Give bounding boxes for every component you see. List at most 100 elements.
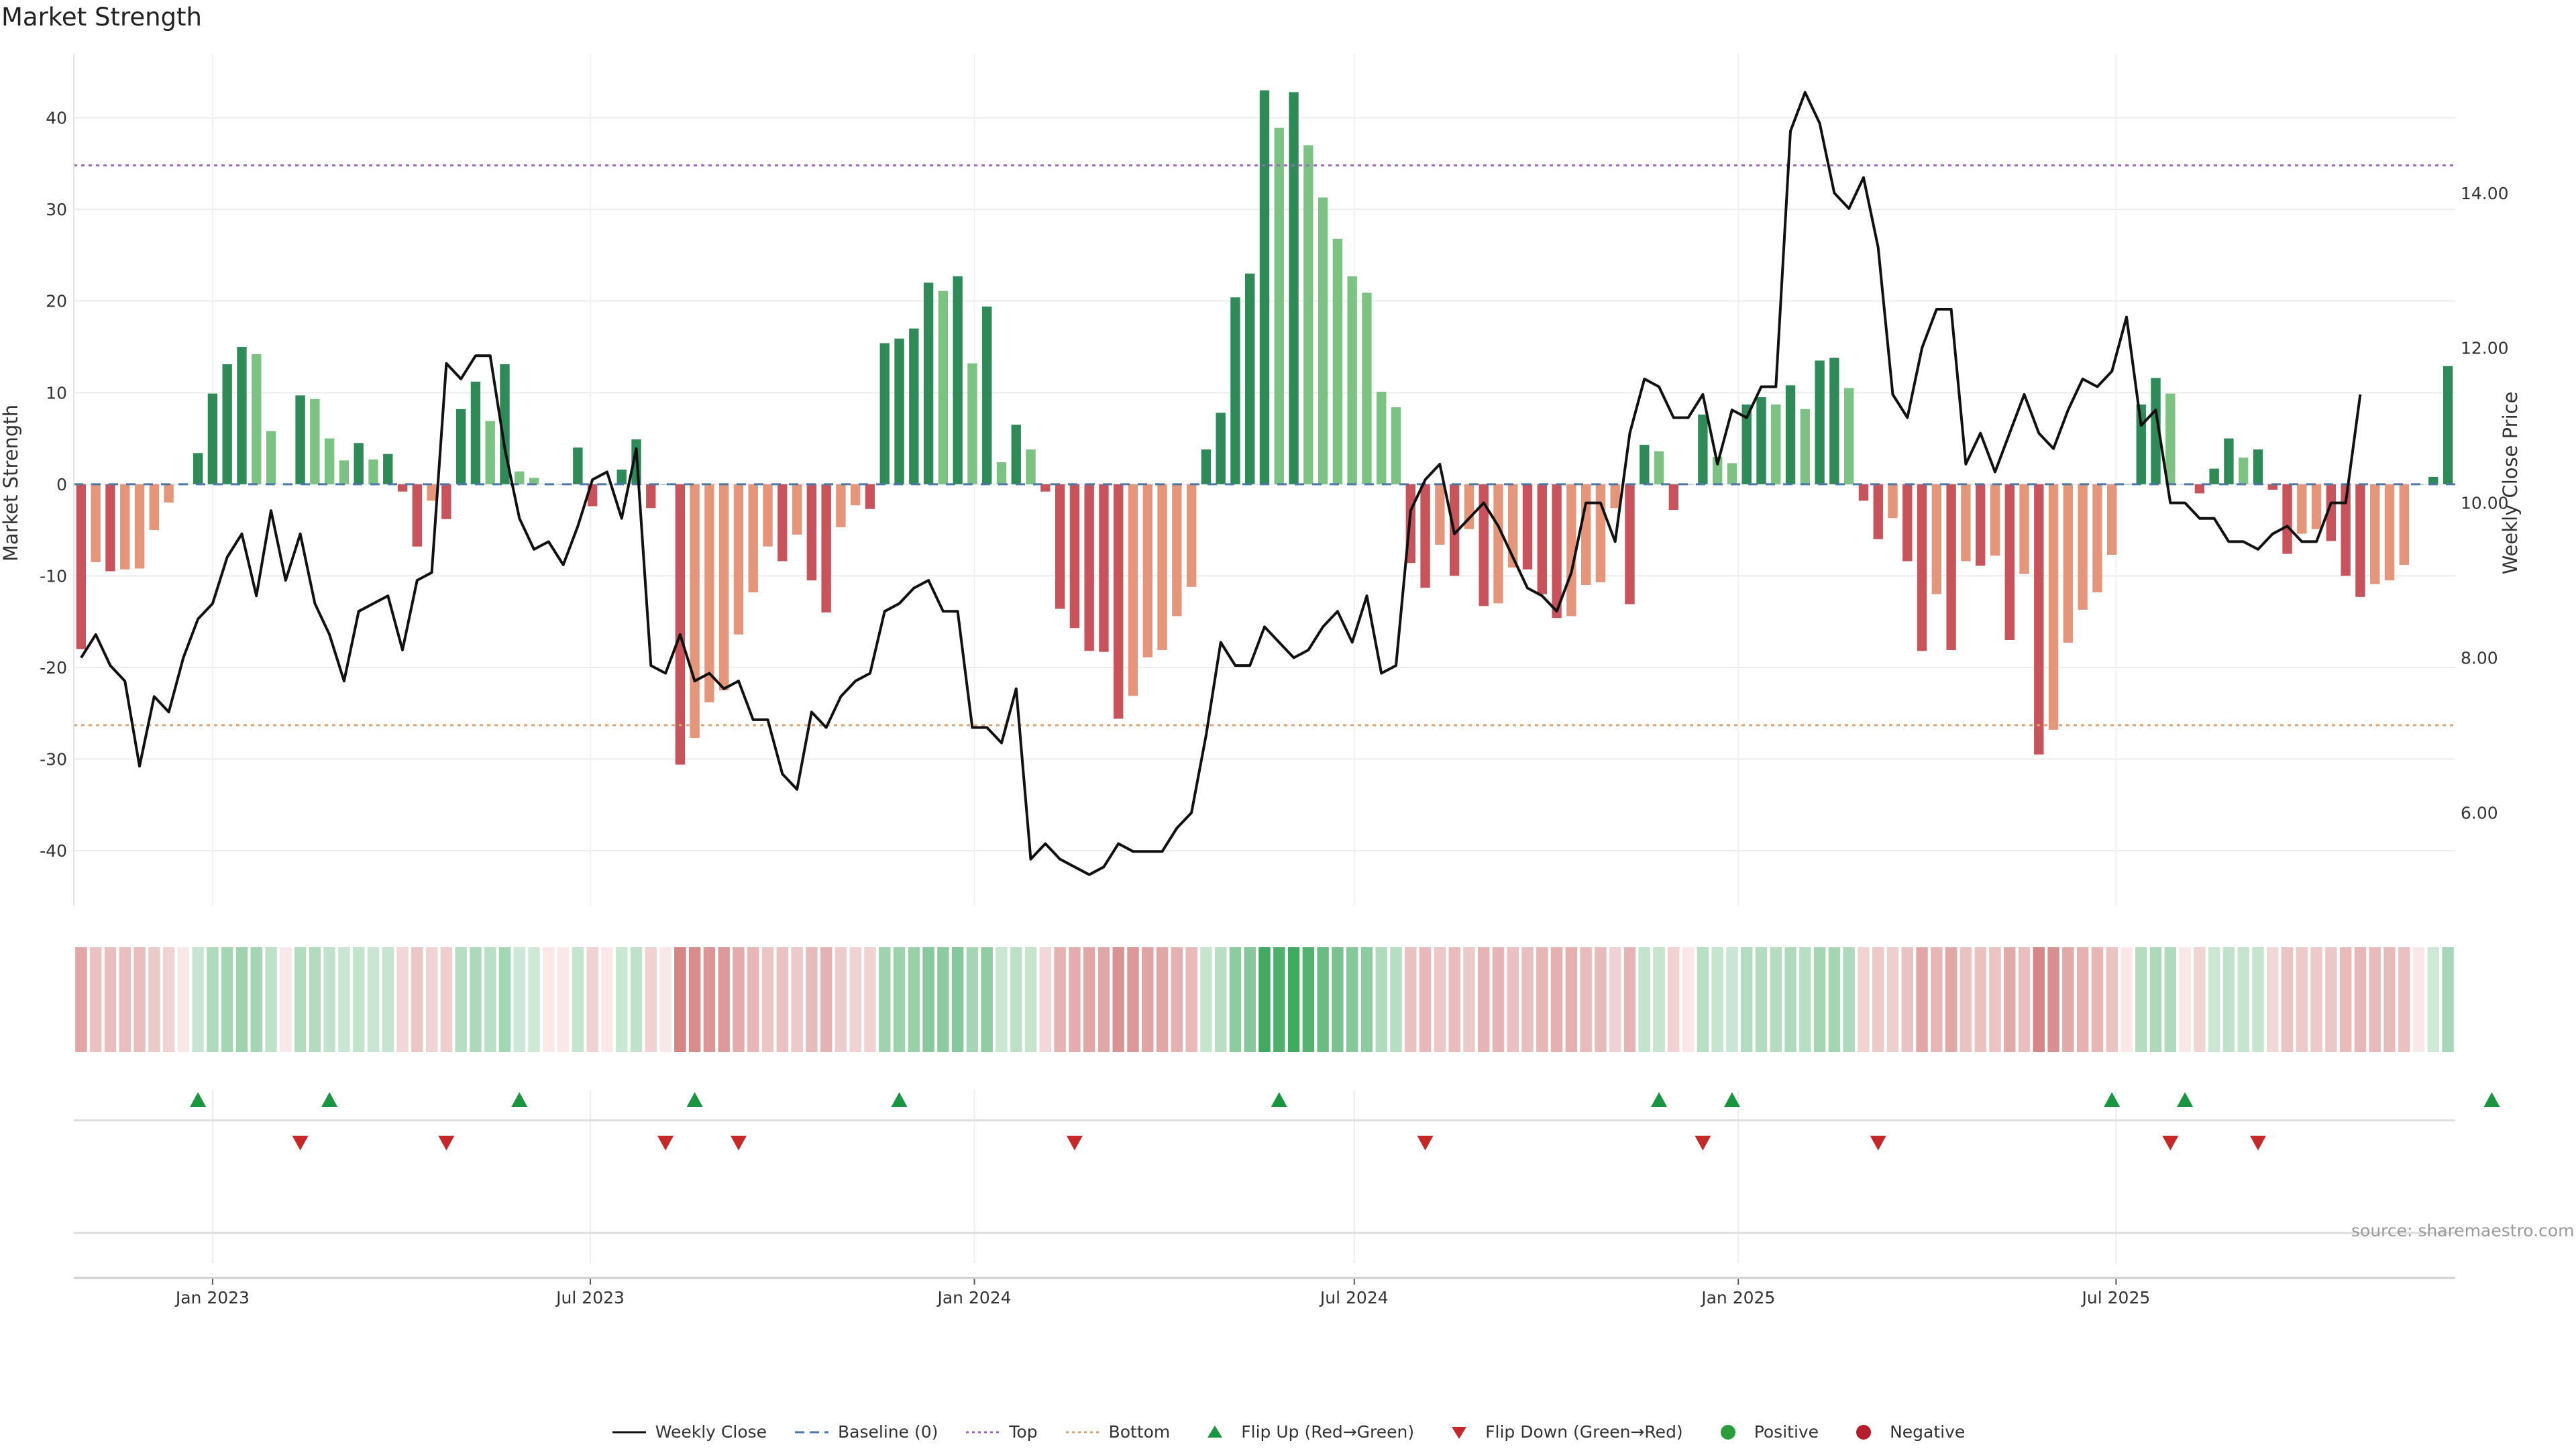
strength-bar: [1245, 273, 1255, 484]
strength-bar: [427, 484, 437, 501]
strength-strip-cell: [1302, 947, 1315, 1052]
strength-bar: [470, 381, 481, 484]
strength-bar: [2063, 484, 2074, 643]
strength-strip-cell: [1463, 947, 1475, 1052]
strength-bar: [529, 478, 539, 484]
strength-strip-cell: [1171, 947, 1183, 1052]
strength-bar: [324, 438, 335, 484]
strength-strip-cell: [1945, 947, 1957, 1052]
strength-strip-cell: [1346, 947, 1358, 1052]
strength-bar: [2224, 438, 2234, 484]
strength-strip-cell: [2091, 947, 2104, 1052]
y-axis-right-label: Weekly Close Price: [2499, 392, 2522, 575]
strength-bar: [953, 276, 963, 484]
legend-marker-circle: [1856, 1424, 1872, 1440]
strength-strip-cell: [1711, 947, 1723, 1052]
strength-strip-cell: [1638, 947, 1650, 1052]
strength-strip-cell: [367, 947, 380, 1052]
flip-down-marker: [1066, 1136, 1083, 1150]
strength-bar: [2092, 484, 2102, 592]
strength-bar: [1084, 484, 1094, 651]
strength-strip-cell: [1054, 947, 1066, 1052]
strength-strip-cell: [323, 947, 335, 1052]
strength-strip-cell: [1273, 947, 1285, 1052]
strength-strip-cell: [908, 947, 920, 1052]
flip-up-marker: [511, 1092, 528, 1107]
strength-strip-cell: [119, 947, 131, 1052]
strength-bar: [1201, 449, 1212, 484]
page-title: Market Strength: [1, 3, 202, 32]
strength-strip-cell: [688, 947, 701, 1052]
x-tick-label: Jan 2025: [1700, 1288, 1775, 1307]
x-tick-label: Jan 2023: [174, 1288, 250, 1307]
strength-bar: [2267, 484, 2277, 490]
strength-strip-cell: [470, 947, 482, 1052]
y-left-tick-label: 40: [46, 109, 67, 128]
strength-bar: [821, 484, 831, 613]
y-left-tick-label: 30: [46, 200, 67, 219]
axes-layer: 40 30 20 10 0 -10 -20 -30 -40 14.00 12.00 10.00 8.00…: [40, 54, 2509, 1307]
legend-item: Bottom: [1065, 1422, 1170, 1442]
strength-strip-cell: [1989, 947, 2001, 1052]
strength-strip-cell: [616, 947, 628, 1052]
strength-strip-cell: [498, 947, 511, 1052]
flip-down-marker: [1870, 1136, 1886, 1150]
strength-bar: [792, 484, 802, 535]
strength-strip-cell: [1244, 947, 1256, 1052]
strength-strip-cell: [1039, 947, 1052, 1052]
strength-strip-cell: [2194, 947, 2206, 1052]
strength-strip-cell: [396, 947, 409, 1052]
strength-bar: [1508, 484, 1518, 568]
strength-bar: [1142, 484, 1152, 657]
strength-bar: [339, 460, 350, 484]
strength-strip-cell: [1375, 947, 1387, 1052]
strength-strip-cell: [2047, 947, 2059, 1052]
strength-strip-cell: [104, 947, 117, 1052]
strength-bar: [2355, 484, 2365, 597]
strength-bar: [105, 484, 115, 572]
strength-strip-cell: [338, 947, 350, 1052]
strength-strip-cell: [133, 947, 146, 1052]
strength-strip-cell: [1682, 947, 1695, 1052]
strength-strip-cell: [733, 947, 745, 1052]
strength-bar: [675, 484, 686, 765]
flip-down-marker: [1695, 1136, 1711, 1150]
strength-strip-cell: [309, 947, 321, 1052]
strength-strip-cell: [1565, 947, 1578, 1052]
strength-bar: [515, 471, 525, 484]
strength-strip-cell: [2208, 947, 2220, 1052]
strength-bar: [2282, 484, 2292, 554]
strength-strip-cell: [1623, 947, 1636, 1052]
strength-bar: [2239, 458, 2249, 484]
strength-bar: [1917, 484, 1927, 651]
flip-up-marker: [2483, 1092, 2500, 1107]
legend-marker-triangle-down: [1452, 1426, 1467, 1439]
strength-bar: [1274, 127, 1284, 484]
strength-bar: [879, 343, 890, 484]
strength-strip-cell: [1010, 947, 1022, 1052]
strength-strip-cell: [1127, 947, 1139, 1052]
strength-strip-cell: [1609, 947, 1621, 1052]
strength-strip-cell: [1960, 947, 1972, 1052]
strength-bar: [982, 306, 992, 484]
strength-bar: [1698, 415, 1708, 484]
strength-strip-cell: [1200, 947, 1212, 1052]
strength-bar: [602, 484, 612, 485]
strength-strip-cell: [1287, 947, 1300, 1052]
strength-strip-cell: [2164, 947, 2177, 1052]
market-strength-chart: 40 30 20 10 0 -10 -20 -30 -40 14.00 12.00 10.00 8.00…: [0, 54, 2522, 1307]
strength-strip-cell: [791, 947, 803, 1052]
strength-strip-cell: [951, 947, 964, 1052]
strength-bar: [2341, 484, 2351, 576]
strength-strip-cell: [674, 947, 686, 1052]
strength-strip-cell: [1507, 947, 1519, 1052]
strength-strip-cell: [1784, 947, 1796, 1052]
strength-bar: [1377, 391, 1387, 484]
strength-strip-cell: [630, 947, 643, 1052]
y-left-tick-label: -40: [40, 841, 67, 861]
strength-bar: [1318, 197, 1328, 484]
strength-bar: [1610, 484, 1620, 508]
strength-bar: [1069, 484, 1080, 629]
legend-item: Top: [965, 1422, 1038, 1442]
strength-bar: [1289, 92, 1299, 484]
